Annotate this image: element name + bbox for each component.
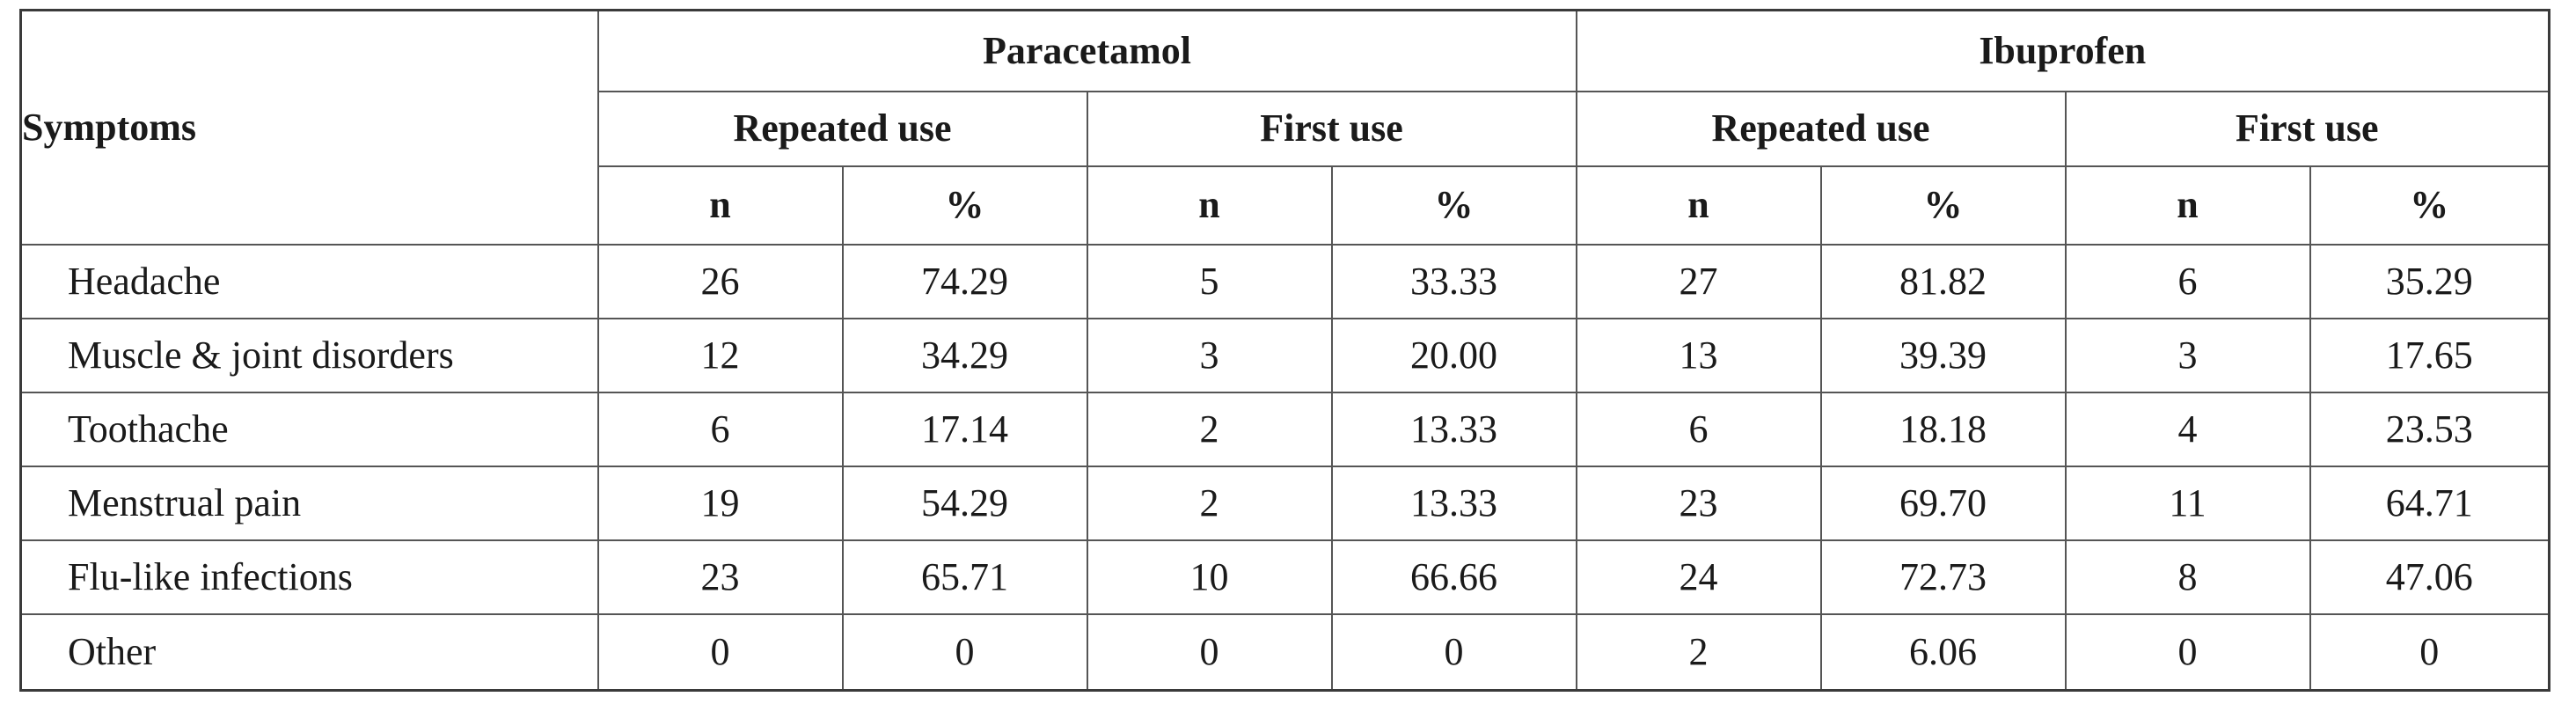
row-label: Flu-like infections — [19, 539, 599, 614]
symptoms-column-header: Symptoms — [19, 10, 599, 245]
table-cell: 65.71 — [841, 539, 1088, 614]
table-cell: 0 — [1086, 612, 1333, 691]
table-cell: 8 — [2064, 539, 2311, 614]
table-cell: 23 — [1575, 465, 1822, 540]
table-cell: 17.65 — [2309, 317, 2550, 392]
table-cell: 19 — [596, 465, 844, 540]
table-cell: 17.14 — [841, 391, 1088, 466]
table-cell: 6 — [2064, 243, 2311, 319]
table-cell: 18.18 — [1819, 391, 2067, 466]
table-cell: 0 — [1330, 612, 1577, 691]
table-row: Muscle & joint disorders 12 34.29 3 20.0… — [19, 317, 2550, 392]
table-cell: 10 — [1086, 539, 1333, 614]
row-label: Headache — [19, 243, 599, 319]
table-cell: 4 — [2064, 391, 2311, 466]
table-cell: 13.33 — [1330, 465, 1577, 540]
table-cell: 54.29 — [841, 465, 1088, 540]
row-label: Other — [19, 612, 599, 691]
column-header: n — [1575, 165, 1822, 246]
table-cell: 0 — [2309, 612, 2550, 691]
column-header: n — [596, 165, 844, 246]
table-cell: 34.29 — [841, 317, 1088, 392]
table-cell: 33.33 — [1330, 243, 1577, 319]
table-row: Other 0 0 0 0 2 6.06 0 0 — [19, 612, 2550, 691]
header-row-groups: Symptoms Paracetamol Ibuprofen — [19, 10, 2550, 245]
table-cell: 6 — [1575, 391, 1822, 466]
group-header-paracetamol: Paracetamol — [596, 10, 1577, 92]
table-cell: 66.66 — [1330, 539, 1577, 614]
column-header: % — [841, 165, 1088, 246]
table-cell: 2 — [1086, 391, 1333, 466]
subgroup-header: First use — [2064, 91, 2550, 167]
table-cell: 39.39 — [1819, 317, 2067, 392]
table-row: Headache 26 74.29 5 33.33 27 81.82 6 35.… — [19, 243, 2550, 319]
symptoms-table: Symptoms Paracetamol Ibuprofen Repeated … — [19, 9, 2551, 692]
table-cell: 6.06 — [1819, 612, 2067, 691]
table-container: Symptoms Paracetamol Ibuprofen Repeated … — [19, 9, 2551, 692]
column-header: n — [2064, 165, 2311, 246]
group-header-ibuprofen: Ibuprofen — [1575, 10, 2550, 92]
table-cell: 0 — [596, 612, 844, 691]
table-cell: 23 — [596, 539, 844, 614]
table-cell: 69.70 — [1819, 465, 2067, 540]
table-cell: 2 — [1575, 612, 1822, 691]
table-cell: 72.73 — [1819, 539, 2067, 614]
table-cell: 0 — [841, 612, 1088, 691]
header-row-columns: n % n % n % n % — [21, 165, 2550, 246]
table-cell: 35.29 — [2309, 243, 2550, 319]
row-label: Menstrual pain — [19, 465, 599, 540]
table-cell: 64.71 — [2309, 465, 2550, 540]
subgroup-header: Repeated use — [1575, 91, 2067, 167]
column-header: % — [1330, 165, 1577, 246]
column-header: n — [1086, 165, 1333, 246]
table-cell: 13.33 — [1330, 391, 1577, 466]
table-row: Flu-like infections 23 65.71 10 66.66 24… — [19, 539, 2550, 614]
subgroup-header: First use — [1086, 91, 1577, 167]
table-cell: 11 — [2064, 465, 2311, 540]
header-row-subgroups: Repeated use First use Repeated use Firs… — [21, 91, 2550, 167]
table-cell: 27 — [1575, 243, 1822, 319]
table-cell: 3 — [1086, 317, 1333, 392]
table-row: Toothache 6 17.14 2 13.33 6 18.18 4 23.5… — [19, 391, 2550, 466]
table-cell: 2 — [1086, 465, 1333, 540]
column-header: % — [1819, 165, 2067, 246]
table-cell: 6 — [596, 391, 844, 466]
table-cell: 74.29 — [841, 243, 1088, 319]
row-label: Muscle & joint disorders — [19, 317, 599, 392]
table-cell: 47.06 — [2309, 539, 2550, 614]
table-cell: 0 — [2064, 612, 2311, 691]
table-cell: 12 — [596, 317, 844, 392]
table-cell: 20.00 — [1330, 317, 1577, 392]
table-row: Menstrual pain 19 54.29 2 13.33 23 69.70… — [19, 465, 2550, 540]
table-cell: 24 — [1575, 539, 1822, 614]
table-cell: 23.53 — [2309, 391, 2550, 466]
row-label: Toothache — [19, 391, 599, 466]
table-cell: 81.82 — [1819, 243, 2067, 319]
table-cell: 5 — [1086, 243, 1333, 319]
table-cell: 26 — [596, 243, 844, 319]
table-cell: 13 — [1575, 317, 1822, 392]
table-cell: 3 — [2064, 317, 2311, 392]
column-header: % — [2309, 165, 2550, 246]
subgroup-header: Repeated use — [596, 91, 1088, 167]
